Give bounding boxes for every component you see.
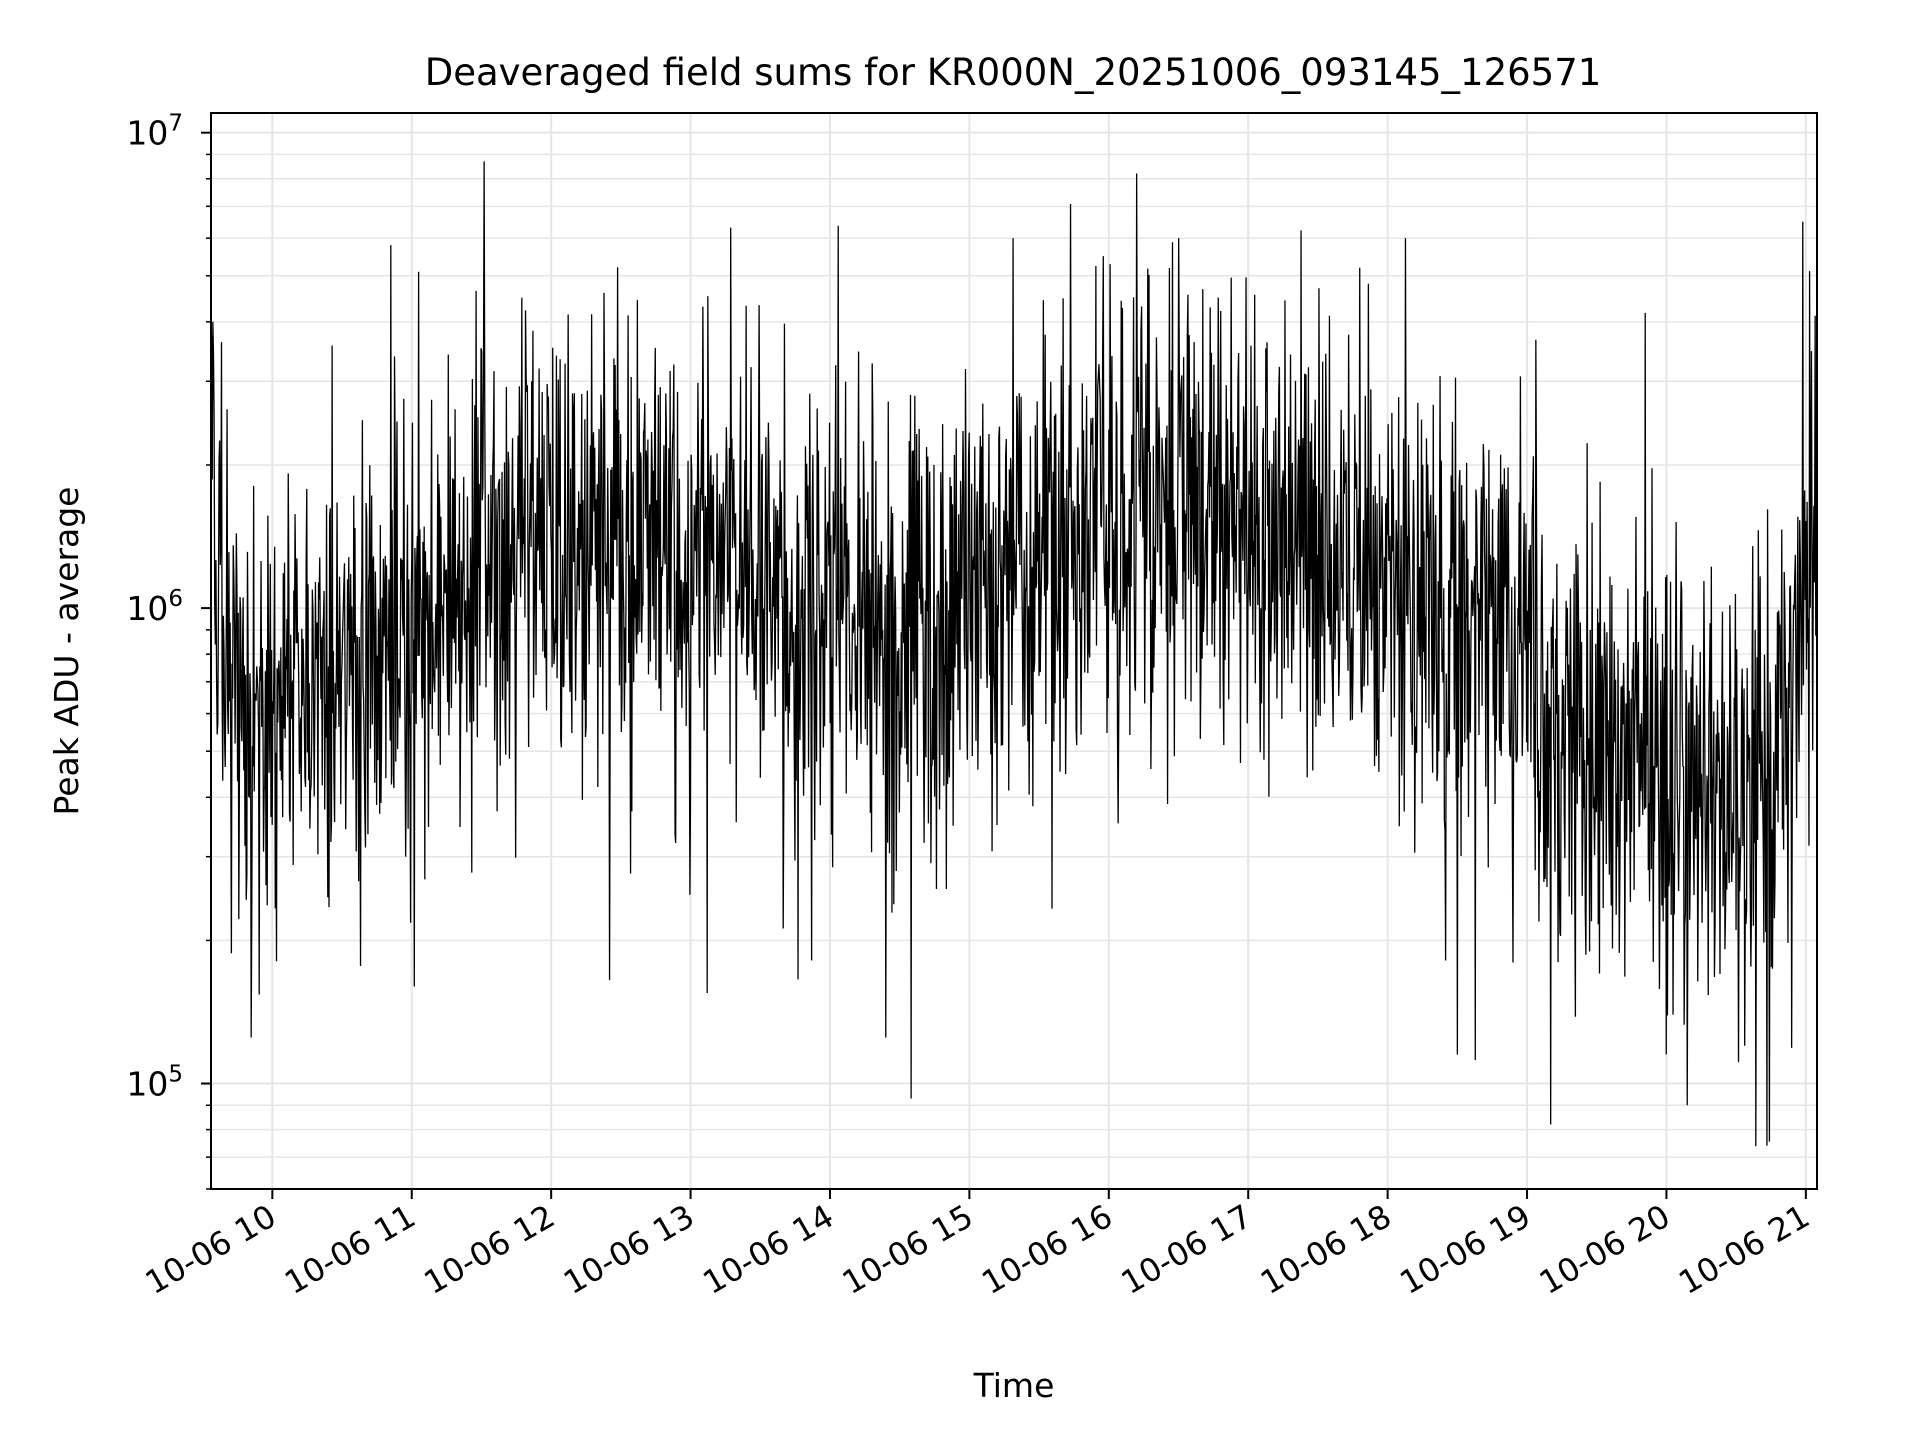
y-tick-label-exponent: 5: [168, 1062, 183, 1088]
x-axis-label: Time: [973, 1366, 1055, 1405]
y-tick-label: 107: [126, 111, 183, 153]
y-tick-label: 105: [126, 1062, 183, 1104]
chart-title: Deaveraged field sums for KR000N_2025100…: [425, 51, 1602, 94]
y-tick-label-base: 10: [126, 1065, 168, 1104]
y-tick-label-exponent: 7: [168, 111, 183, 137]
series-layer: [210, 161, 1818, 1147]
y-tick-label: 106: [126, 586, 183, 628]
series-line: [210, 161, 1818, 1147]
y-tick-label-exponent: 6: [168, 586, 183, 612]
plot-frame: [210, 112, 1818, 1190]
y-tick-label-base: 10: [126, 589, 168, 628]
y-tick-label-base: 10: [126, 114, 168, 153]
y-axis-label: Peak ADU - average: [47, 487, 86, 816]
